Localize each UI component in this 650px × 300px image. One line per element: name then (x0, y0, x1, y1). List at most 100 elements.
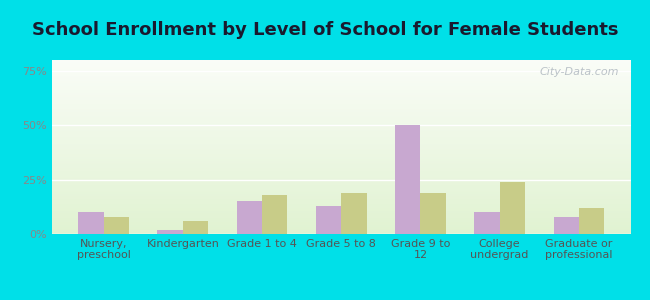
Bar (52, 218, 630, 220)
Bar (52, 196, 630, 197)
Bar (52, 98, 630, 100)
Bar (52, 103, 630, 105)
Bar (52, 97, 630, 98)
Bar (52, 171, 630, 173)
Bar (52, 232, 630, 234)
Bar (52, 154, 630, 156)
Bar (52, 177, 630, 178)
Bar (52, 201, 630, 203)
Bar (52, 76, 630, 77)
Bar (52, 222, 630, 224)
Bar (52, 224, 630, 225)
Bar (52, 147, 630, 149)
Bar (52, 159, 630, 161)
Bar (52, 230, 630, 232)
Bar (52, 65, 630, 67)
Bar (52, 184, 630, 185)
Bar (474, 212, 500, 234)
Bar (52, 197, 630, 199)
Bar (52, 169, 630, 171)
Bar (52, 204, 630, 206)
Bar (52, 212, 630, 213)
Bar (52, 199, 630, 201)
Bar (52, 185, 630, 187)
Bar (52, 121, 630, 123)
Bar (52, 136, 630, 138)
Bar (52, 164, 630, 166)
Bar (52, 140, 630, 142)
Bar (52, 178, 630, 180)
Bar (78, 212, 103, 234)
Bar (52, 220, 630, 222)
Bar (52, 131, 630, 133)
Bar (52, 175, 630, 177)
Bar (52, 112, 630, 114)
Bar (262, 195, 287, 234)
Bar (52, 158, 630, 159)
Bar (52, 149, 630, 151)
Bar (52, 182, 630, 184)
Bar (52, 203, 630, 204)
Bar (52, 194, 630, 196)
Bar (52, 124, 630, 126)
Bar (52, 110, 630, 112)
Bar (52, 130, 630, 131)
Bar (52, 206, 630, 208)
Bar (500, 182, 525, 234)
Bar (52, 225, 630, 227)
Bar (52, 142, 630, 143)
Bar (52, 189, 630, 190)
Bar (52, 138, 630, 140)
Bar (52, 60, 630, 62)
Bar (52, 192, 630, 194)
Bar (52, 117, 630, 119)
Bar (52, 91, 630, 93)
Bar (52, 69, 630, 70)
Bar (52, 62, 630, 64)
Bar (183, 221, 208, 234)
Bar (52, 79, 630, 81)
Bar (52, 105, 630, 107)
Bar (52, 84, 630, 86)
Bar (52, 133, 630, 135)
Bar (52, 67, 630, 69)
Bar (554, 217, 579, 234)
Bar (52, 74, 630, 76)
Bar (52, 126, 630, 128)
Bar (52, 152, 630, 154)
Bar (52, 163, 630, 164)
Bar (157, 230, 183, 234)
Bar (103, 217, 129, 234)
Bar (52, 210, 630, 212)
Bar (52, 180, 630, 182)
Bar (52, 161, 630, 163)
Bar (52, 90, 630, 91)
Bar (52, 82, 630, 84)
Bar (52, 128, 630, 130)
Bar (341, 193, 367, 234)
Bar (52, 77, 630, 79)
Bar (52, 64, 630, 65)
Bar (52, 72, 630, 74)
Bar (52, 86, 630, 88)
Text: School Enrollment by Level of School for Female Students: School Enrollment by Level of School for… (32, 21, 618, 39)
Bar (316, 206, 341, 234)
Bar (52, 109, 630, 110)
Bar (52, 227, 630, 229)
Bar (52, 190, 630, 192)
Bar (52, 166, 630, 168)
Bar (52, 215, 630, 217)
Bar (52, 229, 630, 230)
Bar (52, 119, 630, 121)
Text: City-Data.com: City-Data.com (540, 67, 619, 77)
Bar (52, 114, 630, 116)
Bar (52, 145, 630, 147)
Bar (52, 187, 630, 189)
Bar (52, 100, 630, 102)
Bar (52, 156, 630, 158)
Bar (52, 213, 630, 215)
Bar (52, 95, 630, 97)
Bar (52, 151, 630, 152)
Bar (421, 193, 446, 234)
Bar (237, 201, 262, 234)
